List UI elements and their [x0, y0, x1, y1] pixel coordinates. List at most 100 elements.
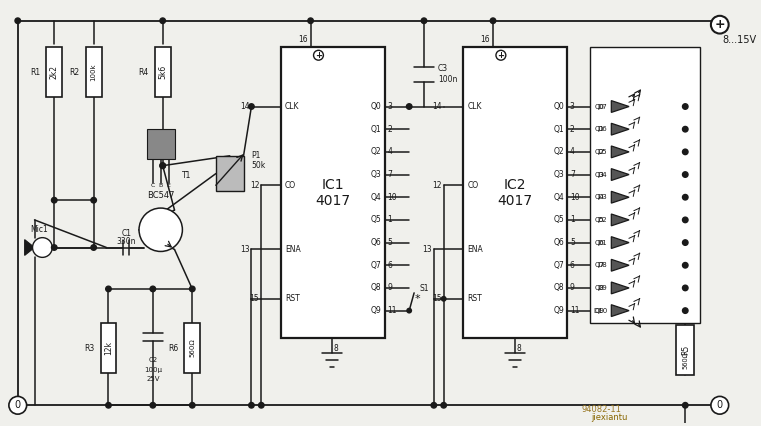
Text: 560Ω: 560Ω [189, 339, 196, 357]
Circle shape [160, 163, 165, 168]
Text: Q9: Q9 [371, 306, 381, 315]
Text: D8: D8 [597, 262, 607, 268]
Circle shape [683, 403, 688, 408]
Circle shape [496, 50, 506, 60]
Bar [184, 323, 200, 373]
Text: +: + [715, 18, 725, 31]
Text: 13: 13 [422, 245, 431, 254]
Text: Q3: Q3 [371, 170, 381, 179]
Text: R5: R5 [681, 345, 689, 355]
Text: 50k: 50k [251, 161, 266, 170]
Circle shape [683, 285, 688, 291]
Text: 12: 12 [432, 181, 441, 190]
Circle shape [52, 197, 57, 203]
Circle shape [683, 104, 688, 109]
Circle shape [249, 403, 254, 408]
Polygon shape [611, 237, 629, 248]
Circle shape [150, 286, 155, 292]
Circle shape [160, 18, 165, 23]
Text: Q8: Q8 [371, 283, 381, 292]
Text: CLK: CLK [467, 102, 482, 111]
Text: 11: 11 [387, 306, 397, 315]
Text: 13: 13 [240, 245, 250, 254]
Text: Q2: Q2 [371, 147, 381, 156]
Text: D6: D6 [597, 126, 607, 132]
Text: 7: 7 [570, 170, 575, 179]
Circle shape [106, 403, 111, 408]
Text: R4: R4 [139, 67, 149, 77]
Circle shape [431, 403, 437, 408]
Text: P1: P1 [251, 151, 261, 160]
Text: D10: D10 [593, 308, 607, 314]
Polygon shape [611, 214, 629, 226]
Circle shape [52, 245, 57, 250]
Text: 14: 14 [240, 102, 250, 111]
Text: Q1: Q1 [371, 125, 381, 134]
Text: 5: 5 [387, 238, 393, 247]
Text: R1: R1 [30, 67, 40, 77]
Circle shape [683, 308, 688, 314]
Text: Q7: Q7 [553, 261, 564, 270]
Text: Q5: Q5 [594, 217, 604, 223]
Bar [463, 47, 567, 338]
Text: 5: 5 [570, 238, 575, 247]
Text: D7: D7 [597, 104, 607, 109]
Text: 10: 10 [570, 193, 580, 202]
Text: S1: S1 [419, 285, 428, 294]
Text: 10: 10 [387, 193, 397, 202]
Text: Q3: Q3 [553, 170, 564, 179]
Text: Q7: Q7 [371, 261, 381, 270]
Text: B: B [158, 183, 163, 188]
Text: 16: 16 [480, 35, 490, 44]
Text: jiexiantu: jiexiantu [591, 413, 628, 422]
Text: 2k2: 2k2 [49, 65, 59, 79]
Text: D1: D1 [597, 239, 607, 245]
Text: 100µ: 100µ [144, 367, 162, 373]
Circle shape [422, 18, 427, 23]
Text: Q2: Q2 [553, 147, 564, 156]
Circle shape [160, 163, 165, 168]
Text: 16: 16 [298, 35, 307, 44]
Text: CLK: CLK [285, 102, 299, 111]
Circle shape [683, 149, 688, 155]
Text: 1: 1 [387, 216, 392, 225]
Circle shape [91, 197, 97, 203]
Circle shape [308, 18, 314, 23]
Text: 1: 1 [570, 216, 575, 225]
Text: * vezi textul: * vezi textul [621, 48, 677, 57]
Text: 15: 15 [432, 294, 441, 303]
Polygon shape [24, 239, 34, 256]
Text: Q1: Q1 [594, 126, 604, 132]
Circle shape [139, 208, 183, 251]
Circle shape [189, 286, 195, 292]
Text: Q4: Q4 [553, 193, 564, 202]
Polygon shape [611, 191, 629, 203]
Circle shape [711, 397, 728, 414]
Text: D9: D9 [597, 285, 607, 291]
Text: Q6: Q6 [553, 238, 564, 247]
Bar [677, 325, 694, 375]
Text: 5k6: 5k6 [158, 65, 167, 79]
Text: R2: R2 [70, 67, 80, 77]
Circle shape [683, 194, 688, 200]
Text: Q0: Q0 [594, 104, 604, 109]
Text: 3: 3 [570, 102, 575, 111]
Text: 0: 0 [14, 400, 21, 410]
Text: E: E [167, 183, 170, 188]
Bar [100, 323, 116, 373]
Text: BC547: BC547 [147, 191, 174, 200]
Text: C: C [151, 183, 155, 188]
Text: D2: D2 [597, 217, 607, 223]
Text: 11: 11 [570, 306, 579, 315]
Bar [216, 156, 244, 191]
Circle shape [441, 403, 447, 408]
Text: R3: R3 [84, 344, 94, 353]
Circle shape [91, 245, 97, 250]
Circle shape [683, 262, 688, 268]
Text: 6: 6 [570, 261, 575, 270]
Circle shape [33, 238, 53, 257]
Circle shape [441, 296, 447, 302]
Polygon shape [611, 259, 629, 271]
Text: 3: 3 [387, 102, 393, 111]
Circle shape [249, 104, 254, 109]
